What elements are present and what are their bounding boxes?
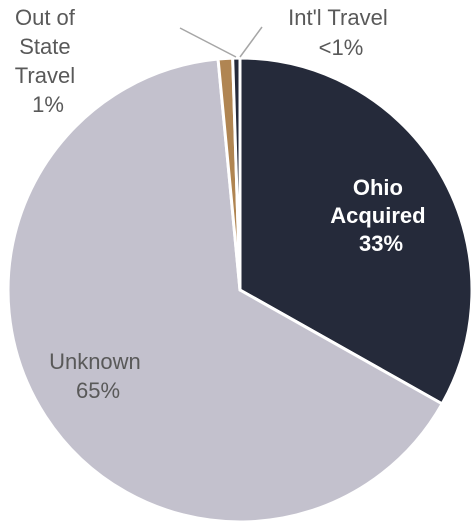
- pie-slice-unknown: [6, 57, 444, 522]
- slice-label-unknown: Unknown 65%: [49, 349, 147, 403]
- slice-label-intl-travel: Int'l Travel <1%: [288, 5, 394, 60]
- leader-line-out-of-state: [179, 27, 237, 58]
- pie-slice-ohio-acquired: [238, 56, 471, 406]
- leader-lines: [179, 26, 263, 58]
- slice-label-out-of-state-travel: Out of State Travel 1%: [15, 5, 81, 117]
- leader-line-intl: [239, 26, 263, 58]
- slice-label-ohio-acquired: Ohio Acquired 33%: [330, 175, 431, 256]
- pie-slices: [6, 56, 471, 522]
- pie-slice-int-l-travel: [231, 56, 242, 292]
